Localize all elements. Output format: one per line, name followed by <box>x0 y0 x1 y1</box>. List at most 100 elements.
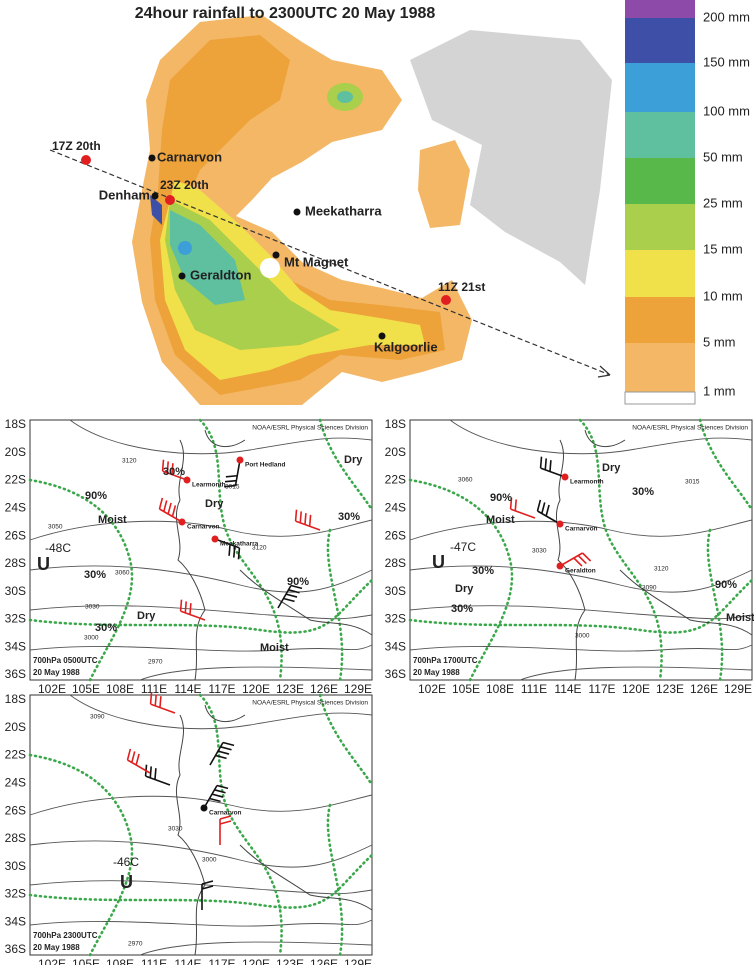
region-label: Dry <box>602 462 621 474</box>
height-contour <box>69 694 373 730</box>
track-label: 11Z 21st <box>438 280 485 294</box>
humidity-contour <box>28 478 134 682</box>
coastline <box>176 429 373 681</box>
analysis-panel: NOAA/ESRL Physical Sciences Division 30% D… <box>5 417 374 696</box>
contour-label: 3120 <box>252 545 267 552</box>
region-label: 90% <box>85 490 107 502</box>
place-label: Geraldton <box>190 267 251 282</box>
x-tick-label: 117E <box>588 682 615 696</box>
legend-swatch <box>625 297 695 343</box>
contour-label: 3015 <box>685 479 700 486</box>
wind-barb <box>179 599 206 621</box>
legend-label: 10 mm <box>703 288 743 303</box>
analysis-panel: NOAA/ESRL Physical Sciences Division Dry 3… <box>385 417 754 696</box>
station-label: Geraldton <box>565 568 596 575</box>
x-tick-label: 123E <box>656 682 684 696</box>
rainfall-map <box>0 0 620 405</box>
region-label: 30% <box>84 569 106 581</box>
region-label: 30% <box>632 486 654 498</box>
height-contour <box>69 419 373 455</box>
legend <box>624 0 696 405</box>
y-tick-label: 30S <box>385 584 406 598</box>
legend-swatch <box>625 204 695 250</box>
track-label: 23Z 20th <box>160 178 209 192</box>
contour-label: 3030 <box>85 604 100 611</box>
x-tick-label: 111E <box>521 682 547 696</box>
y-tick-label: 26S <box>5 528 26 542</box>
humidity-contour <box>198 693 283 957</box>
x-tick-label: 123E <box>276 682 304 696</box>
y-tick-label: 20S <box>385 445 406 459</box>
region-label: 30% <box>95 622 117 634</box>
region-label: Dry <box>344 454 363 466</box>
x-tick-label: 105E <box>72 957 100 965</box>
y-tick-label: 28S <box>5 556 26 570</box>
region-label: 30% <box>163 466 185 478</box>
wind-barb <box>201 880 214 910</box>
place-dot <box>151 192 159 200</box>
region-label: -47C <box>450 540 476 554</box>
region-label: Moist <box>260 642 289 654</box>
humidity-contour <box>408 478 514 682</box>
legend-label: 100 mm <box>703 103 750 118</box>
region-label: 30% <box>338 511 360 523</box>
station-dot <box>183 476 191 484</box>
humidity-contour <box>578 418 663 682</box>
y-tick-label: 34S <box>385 639 406 653</box>
region-label: Moist <box>486 514 515 526</box>
track-point <box>441 295 451 305</box>
y-tick-label: 32S <box>385 612 406 626</box>
wind-barb <box>219 815 232 845</box>
legend-label: 25 mm <box>703 195 743 210</box>
humidity-contour <box>318 418 374 512</box>
place-dot <box>293 208 301 216</box>
height-contour <box>29 605 373 620</box>
wind-barb <box>203 784 229 809</box>
legend-swatch <box>625 343 695 392</box>
wind-barb <box>209 741 235 766</box>
panel-frame <box>29 694 373 956</box>
coastline <box>556 429 753 681</box>
region-label: 30% <box>472 565 494 577</box>
legend-swatch <box>625 63 695 112</box>
x-tick-label: 126E <box>690 682 718 696</box>
y-tick-label: 26S <box>5 803 26 817</box>
y-tick-label: 36S <box>5 667 26 681</box>
x-tick-label: 105E <box>452 682 480 696</box>
region-label: 30% <box>451 603 473 615</box>
legend-label: 200 mm <box>703 9 750 24</box>
height-contour <box>139 941 373 956</box>
y-tick-label: 36S <box>385 667 406 681</box>
panel-frame <box>409 419 753 681</box>
station-dot <box>200 804 208 812</box>
track-point <box>165 195 175 205</box>
rain-100mm <box>178 241 192 255</box>
y-tick-label: 18S <box>5 692 26 706</box>
legend-swatch <box>625 0 695 18</box>
x-tick-label: 108E <box>106 682 134 696</box>
x-tick-label: 129E <box>344 682 372 696</box>
low-marker: U <box>120 872 133 892</box>
region-label: Dry <box>137 610 156 622</box>
source-label: NOAA/ESRL Physical Sciences Division <box>252 700 368 707</box>
station-dot <box>561 473 569 481</box>
humidity-contour <box>318 693 374 787</box>
y-tick-label: 20S <box>5 445 26 459</box>
station-dot <box>236 456 244 464</box>
height-contour <box>29 644 373 652</box>
x-tick-label: 105E <box>72 682 100 696</box>
y-tick-label: 26S <box>385 528 406 542</box>
contour-label: 3090 <box>642 585 657 592</box>
y-tick-label: 24S <box>5 501 26 515</box>
contour-label: 3060 <box>458 477 473 484</box>
contour-label: 3030 <box>168 826 183 833</box>
wind-barb <box>161 459 188 481</box>
wind-barb <box>277 584 303 609</box>
map-title: 24hour rainfall to 2300UTC 20 May 1988 <box>135 5 436 22</box>
height-contour <box>29 919 373 927</box>
contour-label: 3030 <box>532 548 547 555</box>
contour-label: 3060 <box>115 570 130 577</box>
contour-label: 2970 <box>128 941 143 948</box>
x-tick-label: 114E <box>554 682 581 696</box>
coastline <box>176 704 373 956</box>
